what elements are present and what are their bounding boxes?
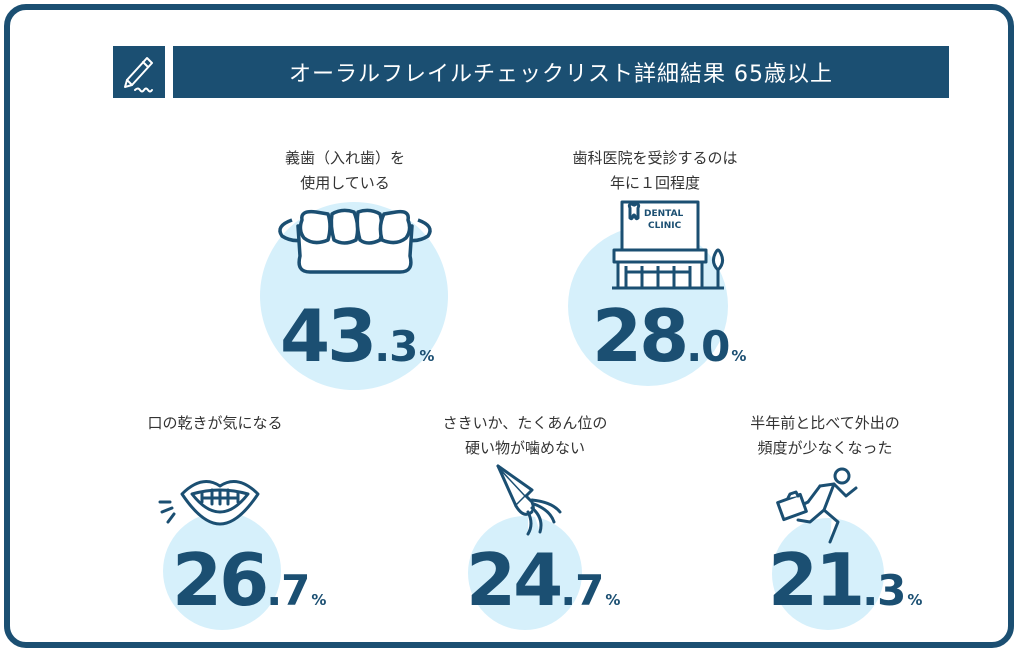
item-label-hard-food: さきいか、たくあん位の 硬い物が噛めない (442, 414, 608, 457)
item-circle (772, 518, 884, 630)
stat-value-hard-food: 24.7% (466, 538, 621, 622)
stat-value-dental-visit: 28.0% (592, 294, 747, 378)
item-label-denture: 義歯（入れ歯）を 使用している (284, 149, 405, 192)
stat-value-dry-mouth: 26.7% (172, 538, 327, 622)
pen-icon (124, 57, 153, 93)
item-label-going-out: 半年前と比べて外出の 頻度が少なくなった (750, 414, 900, 457)
clinic-sign-line2: CLINIC (648, 221, 682, 231)
denture-icon (278, 208, 432, 274)
dental-clinic-icon: DENTAL CLINIC (612, 200, 725, 290)
pen-icon-box (113, 46, 165, 98)
item-circle (468, 516, 582, 630)
stat-value-denture: 43.3% (280, 294, 435, 378)
page-title: オーラルフレイルチェックリスト詳細結果 65歳以上 (173, 46, 949, 98)
dry-mouth-icon (158, 480, 260, 526)
item-circle (163, 512, 281, 630)
squid-icon (496, 464, 562, 536)
item-label-dry-mouth: 口の乾きが気になる (147, 414, 283, 432)
clinic-sign-line1: DENTAL (644, 209, 684, 219)
item-label-dental-visit: 歯科医院を受診するのは 年に１回程度 (572, 149, 738, 192)
stat-value-going-out: 21.3% (768, 538, 923, 622)
running-person-icon (776, 467, 858, 544)
